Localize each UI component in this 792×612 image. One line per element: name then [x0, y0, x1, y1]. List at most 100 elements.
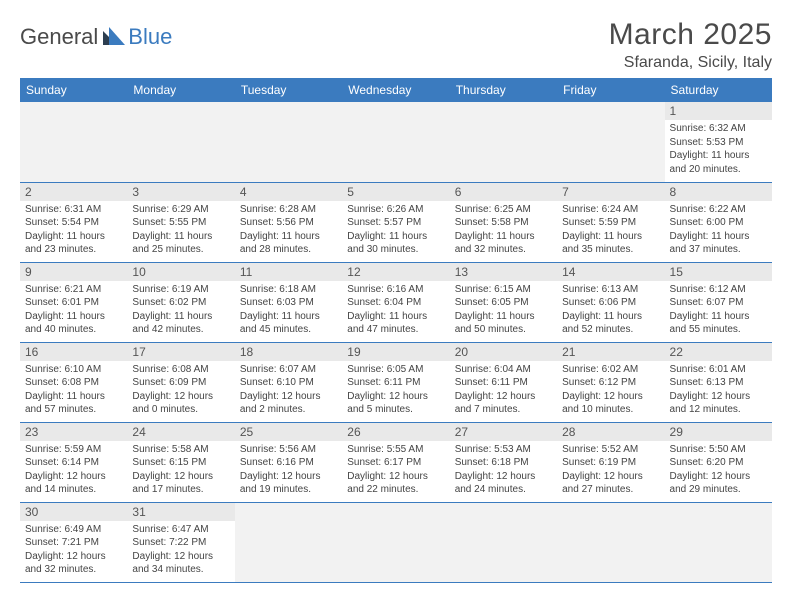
sunset: Sunset: 6:13 PM	[670, 376, 767, 390]
day-detail: Sunrise: 6:31 AMSunset: 5:54 PMDaylight:…	[25, 203, 122, 257]
sunrise: Sunrise: 6:07 AM	[240, 363, 337, 377]
calendar-cell: 2Sunrise: 6:31 AMSunset: 5:54 PMDaylight…	[20, 182, 127, 262]
day-detail: Sunrise: 5:55 AMSunset: 6:17 PMDaylight:…	[347, 443, 444, 497]
day-detail: Sunrise: 6:21 AMSunset: 6:01 PMDaylight:…	[25, 283, 122, 337]
sunset: Sunset: 6:07 PM	[670, 296, 767, 310]
sunrise: Sunrise: 6:26 AM	[347, 203, 444, 217]
sunrise: Sunrise: 6:21 AM	[25, 283, 122, 297]
daylight: Daylight: 12 hours and 7 minutes.	[455, 390, 552, 417]
day-number: 14	[557, 263, 664, 281]
calendar-cell: 19Sunrise: 6:05 AMSunset: 6:11 PMDayligh…	[342, 342, 449, 422]
sunrise: Sunrise: 6:31 AM	[25, 203, 122, 217]
day-header: Sunday	[20, 78, 127, 102]
sunset: Sunset: 6:12 PM	[562, 376, 659, 390]
day-detail: Sunrise: 5:59 AMSunset: 6:14 PMDaylight:…	[25, 443, 122, 497]
day-number: 9	[20, 263, 127, 281]
sunrise: Sunrise: 6:32 AM	[670, 122, 767, 136]
day-detail: Sunrise: 6:07 AMSunset: 6:10 PMDaylight:…	[240, 363, 337, 417]
calendar-cell: 8Sunrise: 6:22 AMSunset: 6:00 PMDaylight…	[665, 182, 772, 262]
calendar-cell: 3 Sunrise: 6:29 AMSunset: 5:55 PMDaylight…	[127, 182, 234, 262]
calendar-cell	[557, 502, 664, 582]
sunrise: Sunrise: 6:25 AM	[455, 203, 552, 217]
sunrise: Sunrise: 6:24 AM	[562, 203, 659, 217]
sunset: Sunset: 5:58 PM	[455, 216, 552, 230]
daylight: Daylight: 11 hours and 42 minutes.	[132, 310, 229, 337]
sunset: Sunset: 5:55 PM	[132, 216, 229, 230]
sunset: Sunset: 6:11 PM	[455, 376, 552, 390]
daylight: Daylight: 11 hours and 57 minutes.	[25, 390, 122, 417]
day-detail: Sunrise: 5:58 AMSunset: 6:15 PMDaylight:…	[132, 443, 229, 497]
calendar-cell: 16Sunrise: 6:10 AMSunset: 6:08 PMDayligh…	[20, 342, 127, 422]
day-detail: Sunrise: 6:22 AMSunset: 6:00 PMDaylight:…	[670, 203, 767, 257]
day-header: Thursday	[450, 78, 557, 102]
sunrise: Sunrise: 6:49 AM	[25, 523, 122, 537]
sunrise: Sunrise: 6:29 AM	[132, 203, 229, 217]
day-detail: Sunrise: 6:08 AMSunset: 6:09 PMDaylight:…	[132, 363, 229, 417]
day-detail: Sunrise: 6:12 AMSunset: 6:07 PMDaylight:…	[670, 283, 767, 337]
day-number: 17	[127, 343, 234, 361]
sunrise: Sunrise: 6:04 AM	[455, 363, 552, 377]
calendar-week: 1 Sunrise: 6:32 AMSunset: 5:53 PMDaylight…	[20, 102, 772, 182]
sunrise: Sunrise: 5:55 AM	[347, 443, 444, 457]
title-block: March 2025 Sfaranda, Sicily, Italy	[609, 18, 772, 72]
daylight: Daylight: 11 hours and 20 minutes.	[670, 149, 767, 176]
calendar-cell	[127, 102, 234, 182]
calendar-table: SundayMondayTuesdayWednesdayThursdayFrid…	[20, 78, 772, 583]
day-number: 4	[235, 183, 342, 201]
calendar-cell: 25Sunrise: 5:56 AMSunset: 6:16 PMDayligh…	[235, 422, 342, 502]
calendar-cell: 9 Sunrise: 6:21 AMSunset: 6:01 PMDaylight…	[20, 262, 127, 342]
sunrise: Sunrise: 6:47 AM	[132, 523, 229, 537]
daylight: Daylight: 12 hours and 5 minutes.	[347, 390, 444, 417]
calendar-cell: 28Sunrise: 5:52 AMSunset: 6:19 PMDayligh…	[557, 422, 664, 502]
day-number: 19	[342, 343, 449, 361]
day-detail: Sunrise: 6:32 AMSunset: 5:53 PMDaylight:…	[670, 122, 767, 176]
day-detail: Sunrise: 6:01 AMSunset: 6:13 PMDaylight:…	[670, 363, 767, 417]
sunrise: Sunrise: 5:53 AM	[455, 443, 552, 457]
day-detail: Sunrise: 6:28 AMSunset: 5:56 PMDaylight:…	[240, 203, 337, 257]
day-number: 12	[342, 263, 449, 281]
daylight: Daylight: 11 hours and 25 minutes.	[132, 230, 229, 257]
calendar-cell: 17 Sunrise: 6:08 AMSunset: 6:09 PMDayligh…	[127, 342, 234, 422]
sunrise: Sunrise: 6:15 AM	[455, 283, 552, 297]
daylight: Daylight: 11 hours and 45 minutes.	[240, 310, 337, 337]
calendar-cell: 7Sunrise: 6:24 AMSunset: 5:59 PMDaylight…	[557, 182, 664, 262]
day-header: Tuesday	[235, 78, 342, 102]
day-header: Wednesday	[342, 78, 449, 102]
sunrise: Sunrise: 6:12 AM	[670, 283, 767, 297]
sunrise: Sunrise: 6:18 AM	[240, 283, 337, 297]
daylight: Daylight: 12 hours and 32 minutes.	[25, 550, 122, 577]
sunset: Sunset: 5:59 PM	[562, 216, 659, 230]
page-title: March 2025	[609, 18, 772, 52]
sunrise: Sunrise: 5:56 AM	[240, 443, 337, 457]
daylight: Daylight: 12 hours and 34 minutes.	[132, 550, 229, 577]
day-detail: Sunrise: 5:50 AMSunset: 6:20 PMDaylight:…	[670, 443, 767, 497]
day-number: 29	[665, 423, 772, 441]
calendar-cell	[20, 102, 127, 182]
day-detail: Sunrise: 5:52 AMSunset: 6:19 PMDaylight:…	[562, 443, 659, 497]
day-number: 6	[450, 183, 557, 201]
day-number: 10	[127, 263, 234, 281]
day-header-row: SundayMondayTuesdayWednesdayThursdayFrid…	[20, 78, 772, 102]
sunset: Sunset: 6:18 PM	[455, 456, 552, 470]
calendar-cell: 24Sunrise: 5:58 AMSunset: 6:15 PMDayligh…	[127, 422, 234, 502]
sunset: Sunset: 6:16 PM	[240, 456, 337, 470]
sunrise: Sunrise: 6:22 AM	[670, 203, 767, 217]
location: Sfaranda, Sicily, Italy	[609, 54, 772, 72]
day-number: 1	[665, 102, 772, 120]
calendar-cell	[342, 502, 449, 582]
day-detail: Sunrise: 6:19 AMSunset: 6:02 PMDaylight:…	[132, 283, 229, 337]
day-detail: Sunrise: 6:13 AMSunset: 6:06 PMDaylight:…	[562, 283, 659, 337]
calendar-cell: 31Sunrise: 6:47 AMSunset: 7:22 PMDayligh…	[127, 502, 234, 582]
day-number: 3	[127, 183, 234, 201]
day-number: 30	[20, 503, 127, 521]
daylight: Daylight: 12 hours and 29 minutes.	[670, 470, 767, 497]
sunset: Sunset: 6:11 PM	[347, 376, 444, 390]
calendar-cell	[342, 102, 449, 182]
logo-triangle-icon	[103, 27, 125, 45]
day-header: Saturday	[665, 78, 772, 102]
sunrise: Sunrise: 6:16 AM	[347, 283, 444, 297]
sunset: Sunset: 6:08 PM	[25, 376, 122, 390]
calendar-cell: 30Sunrise: 6:49 AMSunset: 7:21 PMDayligh…	[20, 502, 127, 582]
sunset: Sunset: 5:54 PM	[25, 216, 122, 230]
sunset: Sunset: 5:57 PM	[347, 216, 444, 230]
